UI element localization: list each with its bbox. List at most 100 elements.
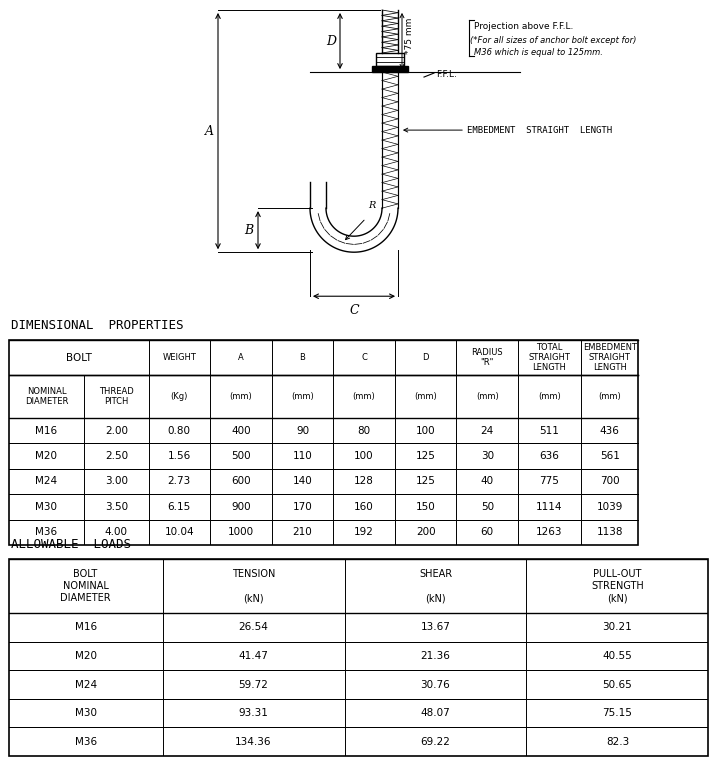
- Text: TENSION

(kN): TENSION (kN): [232, 569, 275, 604]
- Text: (mm): (mm): [599, 392, 621, 401]
- Text: 775: 775: [540, 476, 559, 486]
- Text: (mm): (mm): [538, 392, 561, 401]
- Text: 2.50: 2.50: [105, 451, 128, 461]
- Text: 134.36: 134.36: [235, 737, 272, 747]
- Text: (mm): (mm): [476, 392, 498, 401]
- Text: M30: M30: [35, 502, 57, 512]
- Text: 1138: 1138: [597, 527, 623, 537]
- Text: ALLOWABLE  LOADS: ALLOWABLE LOADS: [11, 538, 130, 551]
- Text: M16: M16: [35, 426, 57, 436]
- Text: 1.56: 1.56: [168, 451, 191, 461]
- Text: (Kg): (Kg): [171, 392, 188, 401]
- Text: EMBEDMENT
STRAIGHT
LENGTH: EMBEDMENT STRAIGHT LENGTH: [583, 342, 637, 373]
- Text: 110: 110: [293, 451, 313, 461]
- Text: M20: M20: [35, 451, 57, 461]
- Text: 75.15: 75.15: [602, 708, 632, 718]
- Text: M30: M30: [75, 708, 97, 718]
- Text: TOTAL
STRAIGHT
LENGTH: TOTAL STRAIGHT LENGTH: [528, 342, 571, 373]
- Text: C: C: [349, 304, 358, 317]
- Text: 48.07: 48.07: [421, 708, 450, 718]
- Text: 636: 636: [540, 451, 559, 461]
- Text: 59.72: 59.72: [239, 679, 268, 690]
- Text: M16: M16: [75, 622, 97, 632]
- Text: 1039: 1039: [597, 502, 623, 512]
- Text: Projection above F.F.L.: Projection above F.F.L.: [474, 22, 574, 30]
- Text: (mm): (mm): [353, 392, 376, 401]
- Bar: [372, 66, 408, 72]
- Text: D: D: [326, 35, 336, 47]
- Text: 1114: 1114: [536, 502, 563, 512]
- Text: M24: M24: [75, 679, 97, 690]
- Bar: [376, 53, 404, 66]
- Text: BOLT: BOLT: [66, 352, 92, 363]
- Text: PULL-OUT
STRENGTH
(kN): PULL-OUT STRENGTH (kN): [591, 569, 644, 604]
- Text: (*For all sizes of anchor bolt except for): (*For all sizes of anchor bolt except fo…: [470, 36, 637, 45]
- Text: 0.80: 0.80: [168, 426, 191, 436]
- Text: 3.50: 3.50: [105, 502, 128, 512]
- Text: M24: M24: [35, 476, 57, 486]
- Text: 170: 170: [293, 502, 313, 512]
- Text: 400: 400: [231, 426, 251, 436]
- Text: (mm): (mm): [291, 392, 314, 401]
- Text: D: D: [422, 353, 429, 362]
- Text: EMBEDMENT  STRAIGHT  LENGTH: EMBEDMENT STRAIGHT LENGTH: [467, 125, 612, 135]
- Text: 128: 128: [354, 476, 374, 486]
- Text: 93.31: 93.31: [239, 708, 268, 718]
- Text: 41.47: 41.47: [239, 651, 268, 661]
- Text: B: B: [244, 223, 254, 237]
- Text: *75 mm: *75 mm: [405, 18, 414, 54]
- Text: 40.55: 40.55: [602, 651, 632, 661]
- Text: (mm): (mm): [414, 392, 437, 401]
- Text: 2.00: 2.00: [105, 426, 128, 436]
- Text: 700: 700: [600, 476, 619, 486]
- Text: THREAD
PITCH: THREAD PITCH: [99, 386, 134, 406]
- Text: 200: 200: [416, 527, 435, 537]
- Text: 90: 90: [296, 426, 309, 436]
- Text: 13.67: 13.67: [421, 622, 450, 632]
- Text: B: B: [300, 353, 305, 362]
- Text: 160: 160: [354, 502, 374, 512]
- Text: R: R: [368, 201, 376, 210]
- Text: WEIGHT: WEIGHT: [163, 353, 196, 362]
- Text: M36 which is equal to 125mm.: M36 which is equal to 125mm.: [474, 47, 603, 56]
- Text: M20: M20: [75, 651, 97, 661]
- Text: 50: 50: [480, 502, 494, 512]
- Text: 125: 125: [416, 451, 436, 461]
- Text: 125: 125: [416, 476, 436, 486]
- Text: 192: 192: [354, 527, 374, 537]
- Text: C: C: [361, 353, 367, 362]
- Text: 30.76: 30.76: [421, 679, 450, 690]
- Text: 26.54: 26.54: [239, 622, 268, 632]
- Text: 3.00: 3.00: [105, 476, 128, 486]
- Text: M36: M36: [75, 737, 97, 747]
- Text: BOLT
NOMINAL
DIAMETER: BOLT NOMINAL DIAMETER: [60, 569, 111, 604]
- Text: 1000: 1000: [228, 527, 254, 537]
- Text: 1263: 1263: [536, 527, 563, 537]
- Text: 6.15: 6.15: [168, 502, 191, 512]
- Text: DIMENSIONAL  PROPERTIES: DIMENSIONAL PROPERTIES: [11, 319, 184, 332]
- Text: 82.3: 82.3: [606, 737, 629, 747]
- Text: 561: 561: [600, 451, 619, 461]
- Text: 900: 900: [231, 502, 251, 512]
- Text: 210: 210: [293, 527, 313, 537]
- Text: 600: 600: [231, 476, 251, 486]
- Text: 10.04: 10.04: [164, 527, 194, 537]
- Text: 100: 100: [354, 451, 374, 461]
- Text: 69.22: 69.22: [421, 737, 450, 747]
- Text: 60: 60: [480, 527, 494, 537]
- Bar: [9, 340, 638, 545]
- Text: M36: M36: [35, 527, 57, 537]
- Text: 30.21: 30.21: [602, 622, 632, 632]
- Text: A: A: [204, 124, 214, 138]
- Text: 21.36: 21.36: [421, 651, 450, 661]
- Text: 24: 24: [480, 426, 494, 436]
- Text: 511: 511: [540, 426, 559, 436]
- Text: NOMINAL
DIAMETER: NOMINAL DIAMETER: [24, 386, 68, 406]
- Text: (mm): (mm): [229, 392, 252, 401]
- Text: 150: 150: [416, 502, 435, 512]
- Text: 80: 80: [358, 426, 371, 436]
- Text: 100: 100: [416, 426, 435, 436]
- Text: RADIUS
"R": RADIUS "R": [472, 348, 503, 367]
- Text: 500: 500: [231, 451, 251, 461]
- Text: 40: 40: [480, 476, 494, 486]
